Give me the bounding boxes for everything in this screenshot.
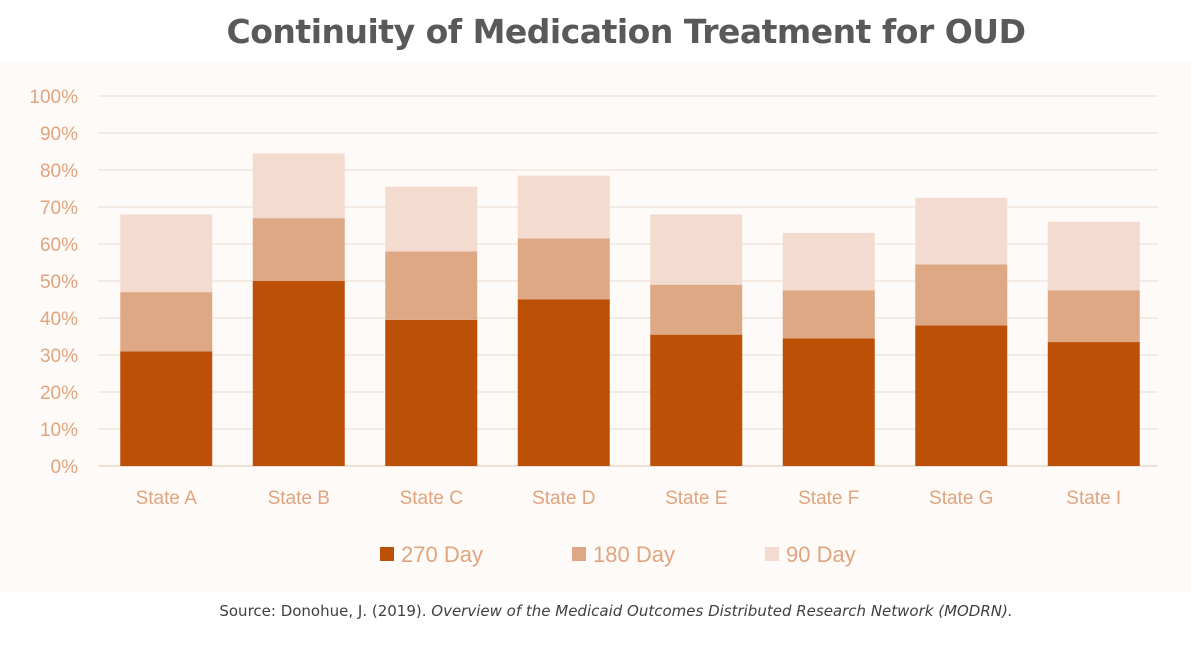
- y-tick-label: 50%: [40, 272, 78, 293]
- x-tick-label: State C: [400, 488, 463, 509]
- bar-segment: [120, 292, 213, 352]
- x-tick-label: State B: [268, 488, 330, 509]
- legend-label: 270 Day: [401, 542, 483, 567]
- y-tick-label: 80%: [40, 161, 78, 182]
- y-tick-label: 30%: [40, 346, 78, 367]
- legend-label: 90 Day: [786, 542, 856, 567]
- y-tick-label: 100%: [29, 87, 78, 108]
- bar-segment: [517, 238, 610, 300]
- bar-segment: [650, 334, 743, 466]
- x-tick-label: State I: [1066, 488, 1121, 509]
- legend-label: 180 Day: [593, 542, 675, 567]
- x-tick-label: State E: [665, 488, 727, 509]
- source-prefix: Source: Donohue, J. (2019).: [219, 602, 432, 620]
- x-tick-label: State A: [136, 488, 198, 509]
- bar-segment: [385, 186, 478, 252]
- bar-segment: [915, 325, 1008, 466]
- bar-segment: [782, 232, 875, 291]
- chart-title: Continuity of Medication Treatment for O…: [226, 12, 1026, 51]
- bar-segment: [252, 153, 345, 219]
- bar-segment: [120, 214, 213, 293]
- source-work-title: Overview of the Medicaid Outcomes Distri…: [431, 602, 1013, 620]
- bar-segment: [385, 251, 478, 320]
- bar-segment: [915, 264, 1008, 326]
- x-tick-label: State D: [532, 488, 595, 509]
- bar-segment: [1047, 342, 1140, 466]
- legend-swatch: [765, 547, 779, 561]
- bar-segment: [1047, 290, 1140, 343]
- bar-segment: [650, 214, 743, 285]
- y-tick-label: 40%: [40, 309, 78, 330]
- source-citation: Source: Donohue, J. (2019). Overview of …: [0, 602, 1191, 620]
- bar-segment: [252, 281, 345, 466]
- legend-swatch: [380, 547, 394, 561]
- y-tick-label: 70%: [40, 198, 78, 219]
- bar-segment: [252, 218, 345, 281]
- bar-segment: [915, 197, 1008, 265]
- y-tick-label: 0%: [51, 457, 79, 478]
- bar-segment: [650, 284, 743, 335]
- legend-swatch: [572, 547, 586, 561]
- y-tick-label: 10%: [40, 420, 78, 441]
- bar-segment: [385, 319, 478, 466]
- y-tick-label: 60%: [40, 235, 78, 256]
- y-tick-label: 20%: [40, 383, 78, 404]
- bar-segment: [517, 175, 610, 239]
- bar-segment: [782, 290, 875, 339]
- y-tick-label: 90%: [40, 124, 78, 145]
- x-tick-label: State G: [929, 488, 993, 509]
- bar-segment: [517, 299, 610, 466]
- bar-segment: [1047, 221, 1140, 291]
- bar-segment: [782, 338, 875, 466]
- bar-segment: [120, 351, 213, 466]
- x-tick-label: State F: [798, 488, 859, 509]
